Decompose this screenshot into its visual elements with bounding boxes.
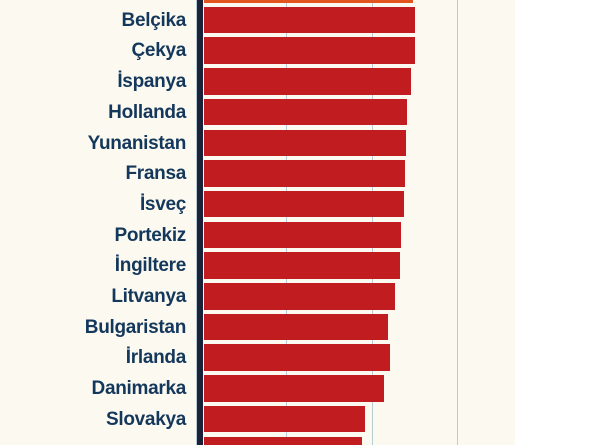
country-bar <box>204 160 405 187</box>
category-axis-line <box>197 0 203 445</box>
country-bar <box>204 190 404 218</box>
country-label: Hollanda <box>108 101 186 123</box>
country-label: Fransa <box>125 163 186 185</box>
country-label: İrlanda <box>125 347 187 369</box>
country-bar <box>204 37 415 64</box>
country-bar <box>204 375 384 402</box>
country-bar <box>204 252 400 279</box>
country-label: İsveç <box>139 193 186 215</box>
page-white-strip <box>515 0 600 445</box>
country-bar <box>204 6 415 34</box>
country-label: Danimarka <box>91 378 187 400</box>
value-gridline <box>457 0 458 445</box>
country-bar <box>204 129 406 157</box>
country-bar <box>204 313 388 341</box>
value-gridline <box>195 0 197 445</box>
country-label: Slovakya <box>106 408 186 430</box>
country-bar <box>204 221 401 249</box>
country-bar <box>204 283 395 310</box>
country-label: Belçika <box>121 9 187 31</box>
country-label: Litvanya <box>111 286 186 307</box>
country-bar <box>204 68 411 95</box>
country-label: Portekiz <box>114 224 186 246</box>
country-bar <box>204 98 407 126</box>
country-label: Çekya <box>131 40 187 62</box>
country-bar <box>204 344 390 371</box>
country-label: Bulgaristan <box>84 316 187 338</box>
country-bar <box>204 0 413 3</box>
country-label: İspanya <box>117 71 186 93</box>
country-bar <box>204 436 362 445</box>
country-label: İngiltere <box>114 255 187 277</box>
country-label: Yunanistan <box>87 132 187 154</box>
country-bar <box>204 405 365 433</box>
